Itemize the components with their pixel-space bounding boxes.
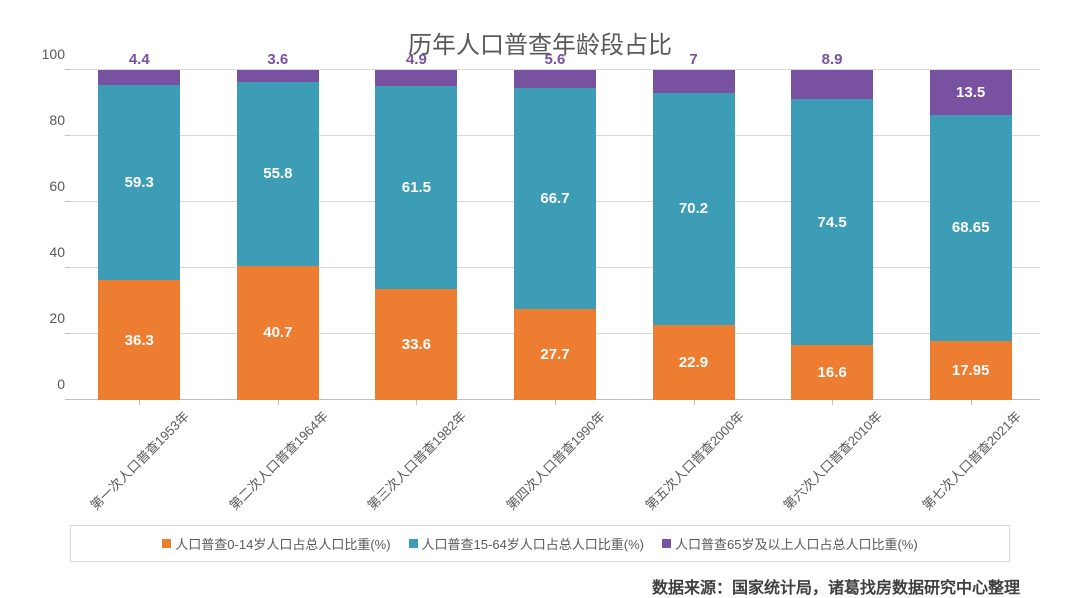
- legend-label: 人口普查15-64岁人口占总人口比重(%): [422, 534, 644, 553]
- bar-group: 16.6 74.5 8.9: [791, 70, 873, 400]
- bar-value-label: 16.6: [817, 364, 846, 381]
- legend-swatch: [409, 539, 418, 548]
- bar-segment: 36.3: [98, 280, 180, 400]
- x-axis-label: 第七次人口普查2021年: [917, 406, 1024, 513]
- bar-value-label: 8.9: [822, 51, 843, 68]
- legend-label: 人口普查65岁及以上人口占总人口比重(%): [675, 534, 918, 553]
- x-label-wrap: 第五次人口普查2000年: [653, 400, 735, 520]
- legend-swatch: [162, 539, 171, 548]
- bar-value-label: 27.7: [540, 346, 569, 363]
- x-tick: [971, 400, 972, 405]
- bar-value-label: 61.5: [402, 179, 431, 196]
- legend-item: 人口普查15-64岁人口占总人口比重(%): [409, 534, 644, 553]
- x-tick: [139, 400, 140, 405]
- bar-segment: 74.5: [791, 99, 873, 345]
- chart-container: 历年人口普查年龄段占比 0 20 40 60 80 100 36.3 59.3 4.4 40.7…: [0, 0, 1080, 581]
- legend-item: 人口普查0-14岁人口占总人口比重(%): [162, 534, 390, 553]
- bars-layer: 36.3 59.3 4.4 40.7 55.8 3.6 33.6 61.5 4.9 27.7 66.…: [70, 70, 1040, 400]
- x-tick: [278, 400, 279, 405]
- y-axis-label: 20: [35, 310, 65, 326]
- bar-value-label: 59.3: [125, 174, 154, 191]
- bar-value-label: 5.6: [545, 51, 566, 68]
- x-label-wrap: 第一次人口普查1953年: [98, 400, 180, 520]
- x-axis-label: 第二次人口普查1964年: [224, 406, 331, 513]
- bar-segment: 13.5: [930, 70, 1012, 115]
- bar-value-label: 33.6: [402, 336, 431, 353]
- x-axis-label: 第六次人口普查2010年: [778, 406, 885, 513]
- x-axis-label: 第三次人口普查1982年: [363, 406, 470, 513]
- bar-segment: 33.6: [375, 289, 457, 400]
- y-axis-label: 40: [35, 244, 65, 260]
- bar-group: 40.7 55.8 3.6: [237, 70, 319, 400]
- bar-value-label: 4.4: [129, 51, 150, 68]
- x-axis-label: 第四次人口普查1990年: [501, 406, 608, 513]
- bar-group: 17.95 68.65 13.5: [930, 70, 1012, 400]
- bar-segment: 68.65: [930, 115, 1012, 341]
- legend-label: 人口普查0-14岁人口占总人口比重(%): [175, 534, 390, 553]
- bar-value-label: 55.8: [263, 165, 292, 182]
- x-label-wrap: 第三次人口普查1982年: [375, 400, 457, 520]
- bar-value-label: 36.3: [125, 332, 154, 349]
- bar-value-label: 70.2: [679, 200, 708, 217]
- x-axis-label: 第五次人口普查2000年: [640, 406, 747, 513]
- bar-value-label: 13.5: [956, 84, 985, 101]
- y-axis-label: 0: [35, 376, 65, 392]
- y-axis-label: 80: [35, 112, 65, 128]
- x-label-wrap: 第七次人口普查2021年: [930, 400, 1012, 520]
- legend-item: 人口普查65岁及以上人口占总人口比重(%): [662, 534, 918, 553]
- bar-value-label: 74.5: [817, 214, 846, 231]
- x-axis-label: 第一次人口普查1953年: [86, 406, 193, 513]
- bar-value-label: 17.95: [952, 362, 990, 379]
- bar-value-label: 4.9: [406, 51, 427, 68]
- bar-value-label: 68.65: [952, 219, 990, 236]
- bar-segment: 22.9: [653, 325, 735, 400]
- bar-group: 22.9 70.2 7: [653, 70, 735, 400]
- x-label-wrap: 第六次人口普查2010年: [791, 400, 873, 520]
- bar-segment: 70.2: [653, 93, 735, 324]
- legend: 人口普查0-14岁人口占总人口比重(%) 人口普查15-64岁人口占总人口比重(%…: [70, 525, 1010, 562]
- bar-segment: 59.3: [98, 85, 180, 281]
- x-tick: [416, 400, 417, 405]
- bar-segment: 4.4: [98, 70, 180, 85]
- source-text: 数据来源：国家统计局，诸葛找房数据研究中心整理: [30, 574, 1020, 598]
- x-tick: [832, 400, 833, 405]
- bar-segment: 40.7: [237, 266, 319, 400]
- bar-value-label: 66.7: [540, 190, 569, 207]
- bar-group: 33.6 61.5 4.9: [375, 70, 457, 400]
- bar-segment: 17.95: [930, 341, 1012, 400]
- y-axis-label: 60: [35, 178, 65, 194]
- bar-value-label: 3.6: [267, 51, 288, 68]
- plot-area: 020406080100 36.359.34.440.755.83.633.66…: [70, 70, 1040, 400]
- chart-title: 历年人口普查年龄段占比: [30, 25, 1050, 60]
- bar-segment: 55.8: [237, 82, 319, 266]
- y-axis-label: 100: [35, 46, 65, 62]
- x-label-wrap: 第四次人口普查1990年: [514, 400, 596, 520]
- bar-segment: 61.5: [375, 86, 457, 289]
- x-label-wrap: 第二次人口普查1964年: [237, 400, 319, 520]
- bar-segment: 5.6: [514, 70, 596, 88]
- bar-group: 27.7 66.7 5.6: [514, 70, 596, 400]
- bar-segment: 16.6: [791, 345, 873, 400]
- x-tick: [694, 400, 695, 405]
- bar-segment: 66.7: [514, 88, 596, 308]
- bar-group: 36.3 59.3 4.4: [98, 70, 180, 400]
- x-axis-labels: 第一次人口普查1953年第二次人口普查1964年第三次人口普查1982年第四次人…: [70, 400, 1040, 520]
- bar-value-label: 22.9: [679, 354, 708, 371]
- bar-segment: 7: [653, 70, 735, 93]
- bar-segment: 27.7: [514, 309, 596, 400]
- bar-segment: 4.9: [375, 70, 457, 86]
- bar-segment: 8.9: [791, 70, 873, 99]
- x-tick: [555, 400, 556, 405]
- bar-value-label: 7: [689, 51, 697, 68]
- bar-segment: 3.6: [237, 70, 319, 82]
- legend-swatch: [662, 539, 671, 548]
- bar-value-label: 40.7: [263, 324, 292, 341]
